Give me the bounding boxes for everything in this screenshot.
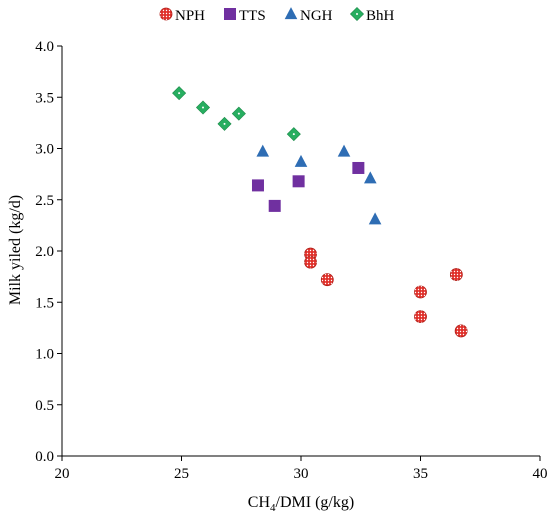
x-tick-label: 40 bbox=[533, 466, 548, 482]
data-point-bhh-dot bbox=[202, 106, 205, 109]
data-point-bhh-dot bbox=[178, 92, 181, 95]
data-point-ngh bbox=[256, 144, 270, 157]
y-tick-label: 0.5 bbox=[35, 398, 54, 414]
y-tick-label: 4.0 bbox=[35, 39, 54, 55]
x-axis-title-sub: 4 bbox=[270, 502, 276, 514]
x-tick-label: 20 bbox=[55, 466, 70, 482]
data-point-bhh-dot bbox=[223, 122, 226, 125]
data-points bbox=[172, 86, 468, 338]
y-tick-label: 0.0 bbox=[35, 449, 54, 465]
series-bhh bbox=[172, 86, 301, 142]
y-tick-label: 3.5 bbox=[35, 90, 54, 106]
legend-marker-nph-texture bbox=[160, 8, 172, 20]
data-point-tts bbox=[268, 199, 281, 212]
data-point-nph-texture bbox=[414, 286, 427, 298]
x-axis-title: CH4/DMI (g/kg) bbox=[248, 494, 354, 514]
legend: NPH TTS NGH BhH bbox=[159, 6, 395, 24]
data-point-nph-texture bbox=[304, 256, 317, 269]
y-tick-label: 1.5 bbox=[35, 295, 54, 311]
legend-item-nph: NPH bbox=[159, 7, 205, 24]
y-tick-label: 2.0 bbox=[35, 244, 54, 260]
data-point-ngh bbox=[337, 144, 351, 157]
data-point-bhh-dot bbox=[292, 133, 295, 136]
legend-label: TTS bbox=[239, 8, 266, 24]
legend-marker-bhh-dot bbox=[356, 13, 358, 15]
x-tick-label: 30 bbox=[294, 466, 309, 482]
data-point-ngh bbox=[294, 154, 308, 167]
y-axis-title: Milk yiled (kg/d) bbox=[7, 195, 24, 305]
legend-label: BhH bbox=[366, 8, 395, 24]
axes: 0.0 0.5 1.0 1.5 2.0 2.5 3.0 3.5 4.0 20 25 30 35 40 bbox=[35, 39, 547, 482]
data-point-ngh bbox=[368, 212, 382, 225]
series-ngh bbox=[256, 144, 382, 225]
data-point-bhh-dot bbox=[237, 112, 240, 115]
x-axis-title-rest: /DMI (g/kg) bbox=[276, 494, 355, 511]
y-tick-label: 2.5 bbox=[35, 193, 54, 209]
legend-item-bhh: BhH bbox=[349, 6, 395, 24]
y-tick-label: 3.0 bbox=[35, 142, 54, 158]
data-point-tts bbox=[251, 179, 264, 192]
series-tts bbox=[251, 161, 365, 212]
legend-item-tts: TTS bbox=[224, 8, 266, 24]
legend-marker-ngh bbox=[284, 7, 298, 20]
data-point-tts bbox=[352, 161, 365, 174]
data-point-nph-texture bbox=[321, 273, 334, 286]
legend-label: NGH bbox=[300, 8, 333, 24]
data-point-nph-texture bbox=[414, 310, 427, 323]
series-nph bbox=[304, 247, 468, 338]
x-tick-label: 25 bbox=[174, 466, 189, 482]
y-tick-label: 1.0 bbox=[35, 347, 54, 363]
legend-marker-tts bbox=[224, 8, 236, 20]
legend-item-ngh: NGH bbox=[284, 7, 333, 24]
data-point-tts bbox=[292, 175, 305, 188]
data-point-nph-texture bbox=[450, 268, 463, 281]
legend-label: NPH bbox=[175, 8, 205, 24]
data-point-ngh bbox=[364, 171, 377, 184]
x-tick-label: 35 bbox=[413, 466, 428, 482]
data-point-nph-texture bbox=[455, 324, 468, 337]
x-axis-title-main: CH bbox=[248, 494, 271, 511]
